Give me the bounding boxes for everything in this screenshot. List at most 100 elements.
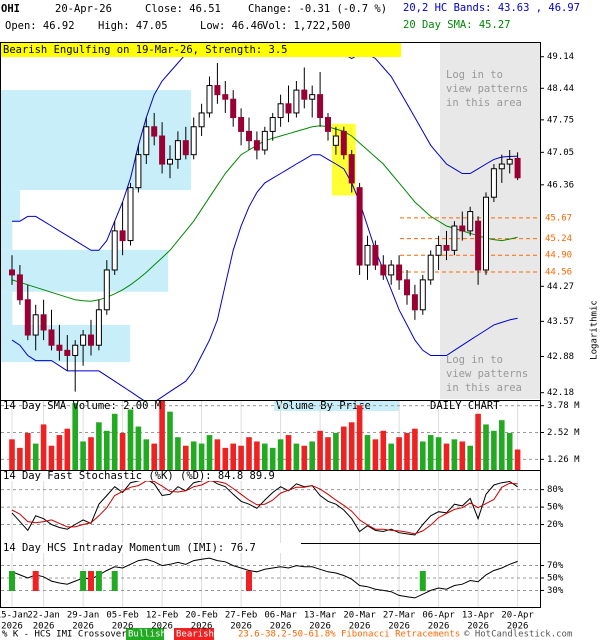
volume-bar	[40, 424, 47, 470]
x-tick-label: 22-Jan	[27, 611, 60, 621]
volume-bar	[380, 430, 387, 470]
volume-bar	[238, 445, 244, 470]
high: High: 47.05	[98, 20, 168, 32]
panel-title: 14 Day SMA Volume: 2.00 M	[3, 400, 161, 412]
crossover-marker	[246, 571, 252, 591]
x-tick-label: 05-Feb	[106, 611, 139, 621]
volume-bar	[183, 445, 189, 470]
x-tick-label: 27-Feb	[225, 611, 258, 621]
volume-bar	[246, 437, 252, 470]
candle-body	[506, 158, 513, 165]
vbp-label: Volume By Price	[276, 400, 371, 412]
candle-body	[16, 274, 23, 301]
volume-bar	[17, 447, 23, 470]
candle-body	[119, 230, 126, 242]
candle-body	[285, 103, 292, 114]
bearish-label: Bearish	[176, 630, 214, 640]
candle-body	[222, 94, 229, 100]
x-tick-year: 2026	[388, 622, 410, 632]
fib-label: 44.90	[545, 251, 572, 261]
candle-body	[127, 187, 134, 242]
volume-bar	[309, 441, 315, 470]
candle-body	[309, 94, 316, 100]
volume-bar	[222, 447, 229, 470]
volume-bar	[451, 439, 458, 470]
volume-bar	[135, 426, 142, 470]
volume-bar	[404, 432, 410, 470]
candle-body	[380, 264, 387, 276]
panel-title: 14 Day HCS Intraday Momentum (IMI): 76.7	[3, 542, 256, 554]
volume-bar	[301, 445, 308, 470]
volume-bar	[175, 437, 181, 470]
vbp-label-box	[274, 401, 399, 411]
volume-bar	[388, 443, 394, 470]
pattern-text: Bearish Engulfing on 19-Mar-26, Strength…	[3, 44, 287, 56]
volume-bar	[127, 409, 134, 470]
x-tick-year: 2026	[191, 622, 213, 632]
candle-body	[95, 309, 102, 346]
candle-body	[238, 117, 245, 132]
open: Open: 46.92	[5, 20, 75, 32]
volume-bar	[372, 439, 379, 470]
candle-body	[9, 269, 15, 276]
x-tick-year: 2026	[349, 622, 371, 632]
pattern-banner	[1, 43, 401, 57]
candle-body	[325, 117, 331, 132]
candle-body	[261, 130, 268, 151]
volume-bar	[80, 441, 86, 470]
candle-body	[293, 89, 300, 114]
candle-body	[451, 225, 458, 251]
y-tick-label: 46.36	[547, 180, 574, 190]
candle-body	[411, 294, 418, 311]
volume-bar	[262, 443, 268, 470]
volume-bar	[285, 435, 292, 470]
x-tick-label: 20-Mar	[343, 611, 376, 621]
volume-bar	[96, 422, 102, 470]
y-tick-label: 43.57	[547, 317, 574, 327]
candle-body	[103, 269, 110, 311]
series-line	[11, 478, 518, 536]
candle-body	[88, 334, 94, 346]
volume-bar	[364, 435, 371, 470]
candle-body	[467, 211, 474, 232]
volume-by-price-bar	[1, 324, 131, 363]
low: Low: 46.46	[200, 20, 263, 32]
volume-bar	[190, 441, 197, 470]
volume-bar	[48, 445, 55, 470]
x-tick-label: 29-Jan	[67, 611, 100, 621]
volume-bar	[293, 443, 300, 470]
candle-body	[198, 112, 205, 128]
locked-text: Log in to	[446, 354, 503, 366]
candle-body	[80, 334, 87, 346]
volume-bar	[317, 430, 323, 470]
volume-bar	[56, 435, 63, 470]
bearish-swatch	[174, 628, 214, 640]
volume-bar	[475, 413, 481, 470]
volume-by-price-bar	[1, 291, 13, 325]
x-tick-year: 2026	[1, 622, 23, 632]
locked-text: Log in to	[446, 69, 503, 81]
volume-bar	[198, 443, 205, 470]
volume-bar	[277, 439, 284, 470]
volume-bar	[269, 447, 276, 470]
x-tick-label: 06-Mar	[264, 611, 297, 621]
volume-bar	[506, 432, 513, 470]
y-tick-label: 47.75	[547, 115, 574, 125]
y-tick-label: 49.14	[547, 52, 574, 62]
volume-bar	[427, 435, 434, 470]
volume-bar	[32, 443, 39, 470]
crossover-marker	[32, 571, 39, 591]
locked-text: in this area	[446, 97, 522, 109]
crossover-marker	[419, 571, 426, 591]
x-tick-label: 20-Apr	[501, 611, 534, 621]
candle-body	[72, 344, 79, 356]
candle-body	[372, 244, 379, 266]
volume-bar	[9, 439, 15, 470]
candle-body	[340, 130, 347, 156]
candle-body	[419, 279, 426, 311]
candle-body	[277, 103, 284, 119]
candle-body	[514, 157, 521, 179]
y-tick-label: 50%	[547, 503, 564, 513]
crossover-marker	[88, 571, 94, 591]
candle-body	[48, 329, 55, 346]
